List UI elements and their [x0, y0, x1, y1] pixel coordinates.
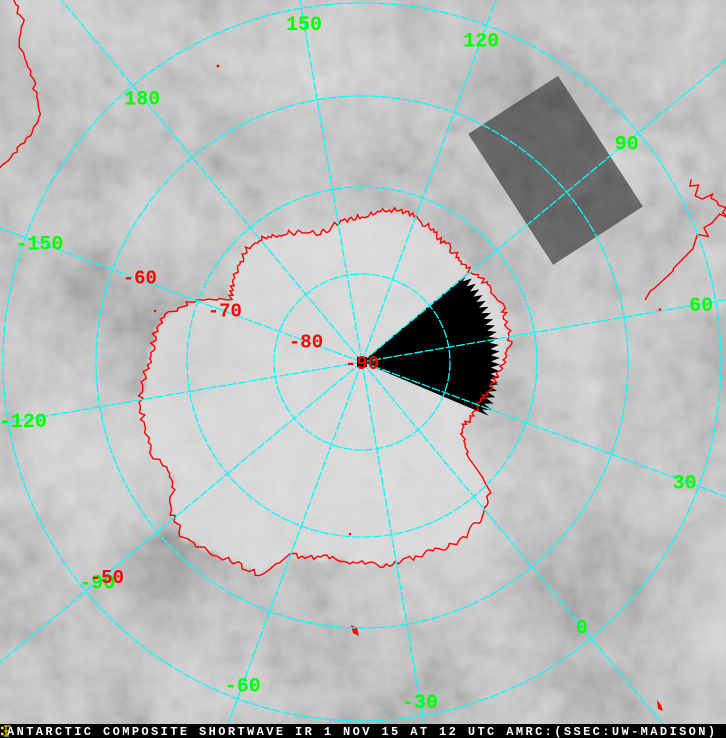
svg-text:-30: -30 — [402, 692, 438, 715]
svg-text:-60: -60 — [123, 268, 157, 290]
svg-text:-60: -60 — [225, 676, 261, 699]
svg-text:120: 120 — [463, 30, 499, 53]
svg-text:-150: -150 — [15, 234, 63, 257]
svg-text:-70: -70 — [208, 300, 242, 322]
svg-text:60: 60 — [689, 295, 713, 318]
svg-text:-90: -90 — [345, 353, 379, 375]
svg-text:90: 90 — [615, 133, 639, 156]
svg-text:30: 30 — [673, 472, 697, 495]
svg-text:-120: -120 — [0, 411, 47, 434]
svg-text:180: 180 — [124, 88, 160, 111]
svg-text:0: 0 — [576, 618, 588, 641]
svg-text:-80: -80 — [289, 332, 323, 354]
svg-text:-50: -50 — [90, 567, 124, 589]
svg-text:150: 150 — [286, 14, 322, 37]
